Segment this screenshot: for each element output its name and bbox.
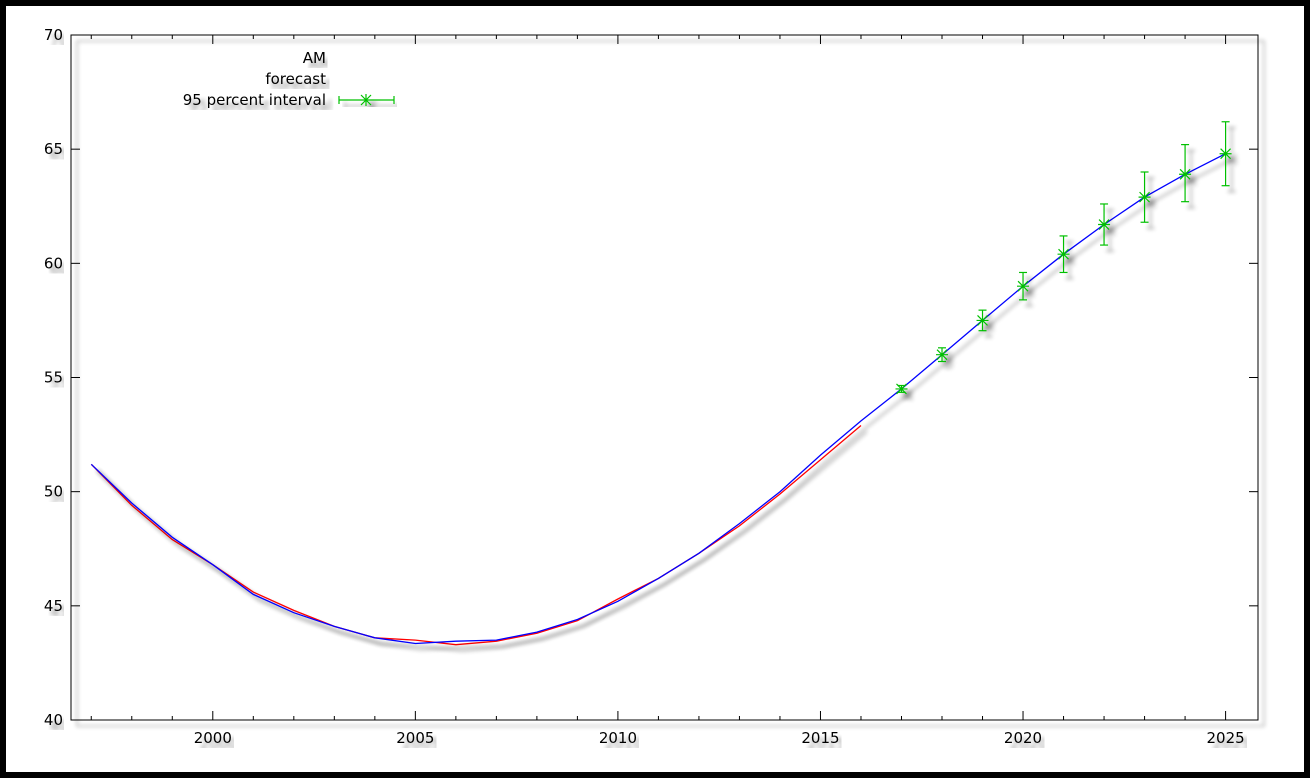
errorbar-point-marker xyxy=(1057,248,1070,260)
legend-errorbar-marker xyxy=(360,94,372,106)
y-tick-label: 65 xyxy=(44,140,63,158)
errorbar-point-marker xyxy=(936,349,949,361)
x-tick-label: 2005 xyxy=(396,729,434,747)
errorbar-point-marker xyxy=(1017,280,1030,292)
series-line-am xyxy=(90,425,862,646)
x-tick-label: 2020 xyxy=(1004,729,1042,747)
chart-plot: 40 45 50 55 60 65 70 2000 2005 2010 2015 2020 2025 AM… xyxy=(44,26,1259,747)
y-tick-label: 70 xyxy=(44,26,63,44)
x-tick-label: 2025 xyxy=(1206,729,1244,747)
errorbar-point-marker xyxy=(895,383,908,395)
y-tick-label: 60 xyxy=(44,254,63,272)
errorbar-point-marker xyxy=(976,314,989,326)
series-errorbars xyxy=(895,121,1232,395)
plot-border xyxy=(70,34,1259,721)
y-tick-label: 40 xyxy=(44,711,63,729)
y-tick-label: 55 xyxy=(44,369,63,387)
series-line-forecast xyxy=(90,153,1226,645)
y-tick-label: 50 xyxy=(44,483,63,501)
x-tick-label: 2010 xyxy=(599,729,637,747)
errorbar-point-marker xyxy=(1138,191,1151,203)
legend-label: 95 percent interval xyxy=(183,91,326,109)
legend-label: forecast xyxy=(265,70,326,88)
x-tick-label: 2000 xyxy=(194,729,232,747)
y-tick-label: 45 xyxy=(44,597,63,615)
errorbar-point-marker xyxy=(1179,168,1192,180)
errorbar-point-marker xyxy=(1098,219,1111,230)
errorbar-point-marker xyxy=(1219,148,1232,160)
x-tick-label: 2015 xyxy=(801,729,839,747)
legend-swatch-errorbar xyxy=(338,94,395,106)
legend-label: AM xyxy=(303,49,326,67)
